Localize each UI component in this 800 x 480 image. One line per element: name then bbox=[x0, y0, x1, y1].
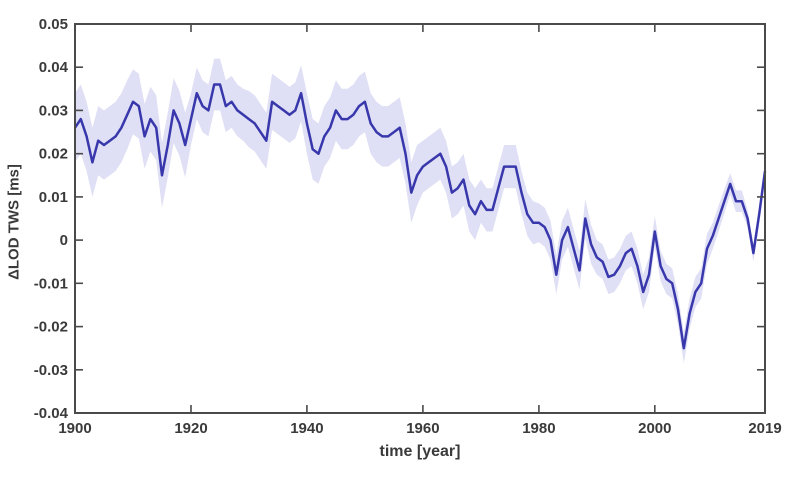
x-tick-label: 1980 bbox=[522, 420, 555, 437]
uncertainty-band bbox=[75, 58, 765, 364]
x-tick-label: 1900 bbox=[58, 420, 91, 437]
y-tick-label: 0.02 bbox=[39, 146, 68, 163]
y-tick-label: 0.03 bbox=[39, 102, 68, 119]
y-tick-label: 0.04 bbox=[39, 59, 69, 76]
y-tick-label: -0.01 bbox=[34, 275, 68, 292]
x-tick-label: 2019 bbox=[748, 420, 781, 437]
x-tick-label: 1960 bbox=[406, 420, 439, 437]
y-tick-label: 0 bbox=[60, 232, 68, 249]
y-axis-label: ΔLOD TWS [ms] bbox=[5, 164, 23, 280]
y-tick-label: -0.02 bbox=[34, 319, 68, 336]
y-tick-label: 0.01 bbox=[39, 189, 68, 206]
x-tick-label: 1920 bbox=[174, 420, 207, 437]
x-tick-label: 2000 bbox=[638, 420, 671, 437]
y-tick-label: -0.04 bbox=[34, 405, 69, 422]
x-axis-label: time [year] bbox=[379, 443, 461, 460]
y-tick-label: -0.03 bbox=[34, 362, 68, 379]
y-tick-label: 0.05 bbox=[39, 16, 68, 33]
data-line bbox=[73, 83, 767, 350]
x-tick-label: 1940 bbox=[290, 420, 323, 437]
plot-box bbox=[74, 23, 766, 414]
